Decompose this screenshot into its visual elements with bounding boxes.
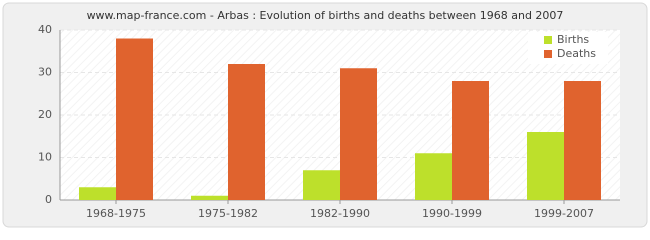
x-tick-label: 1975-1982 <box>198 207 258 220</box>
bar <box>79 187 116 200</box>
bar <box>116 38 153 200</box>
bar <box>228 64 265 200</box>
x-tick-label: 1990-1999 <box>422 207 482 220</box>
y-tick-label: 0 <box>45 193 52 206</box>
bar <box>527 132 564 200</box>
chart-title: www.map-france.com - Arbas : Evolution o… <box>87 9 564 22</box>
legend-box <box>528 32 608 64</box>
bar <box>415 153 452 200</box>
y-tick-label: 10 <box>38 151 52 164</box>
x-tick-label: 1982-1990 <box>310 207 370 220</box>
y-tick-label: 30 <box>38 66 52 79</box>
bar <box>191 195 228 200</box>
x-tick-label: 1968-1975 <box>86 207 146 220</box>
y-tick-label: 40 <box>38 23 52 36</box>
legend-swatch <box>544 36 552 44</box>
y-tick-label: 20 <box>38 108 52 121</box>
bar <box>340 68 377 200</box>
bar <box>303 170 340 200</box>
bar <box>564 81 601 200</box>
legend-swatch <box>544 50 552 58</box>
bar <box>452 81 489 200</box>
legend-label: Deaths <box>557 47 596 60</box>
legend-label: Births <box>557 33 589 46</box>
x-tick-label: 1999-2007 <box>534 207 594 220</box>
chart: www.map-france.com - Arbas : Evolution o… <box>2 2 648 228</box>
